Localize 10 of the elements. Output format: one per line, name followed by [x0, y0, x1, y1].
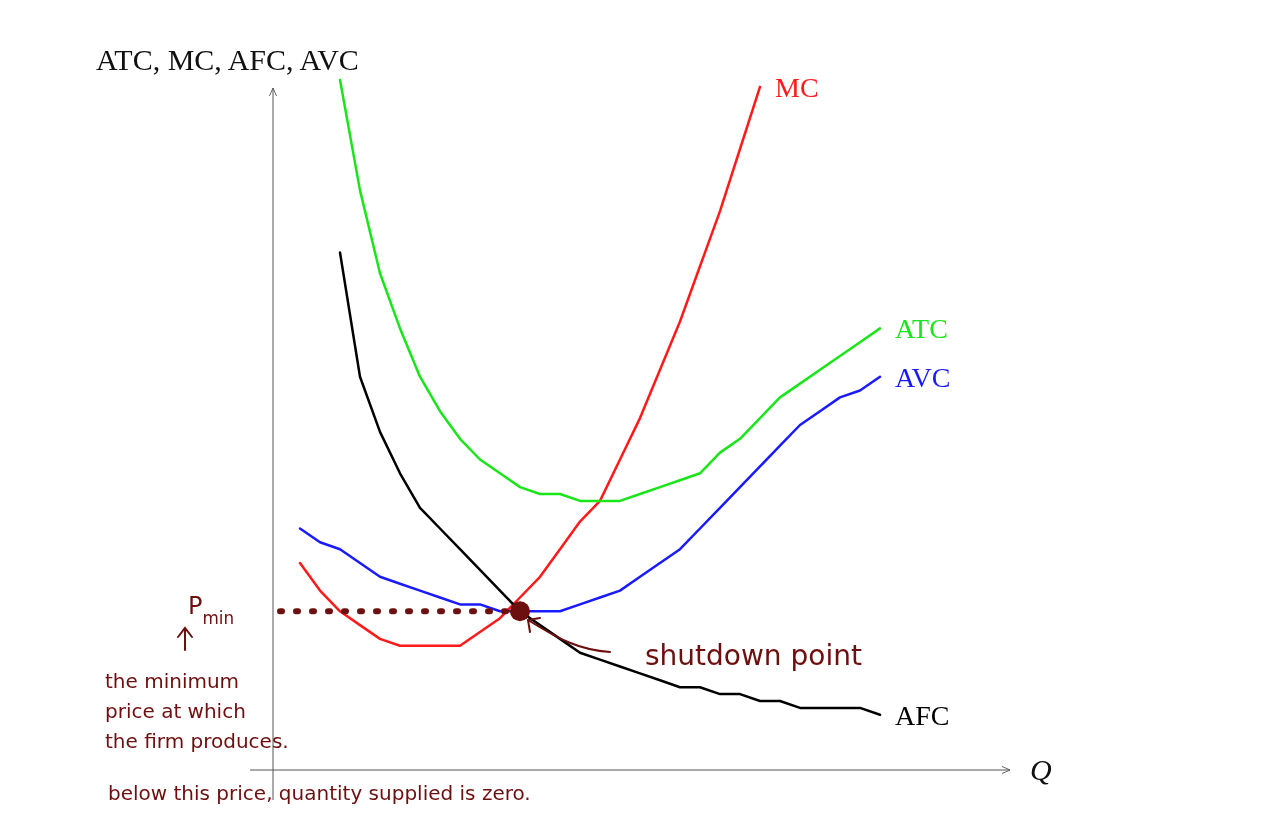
- series-label: AFC: [895, 699, 950, 731]
- series-label: ATC: [895, 313, 948, 345]
- x-axis-title: Q: [1030, 753, 1052, 786]
- annotation: the minimum price at which the firm produces.: [105, 669, 289, 753]
- y-axis-title: ATC, MC, AFC, AVC: [96, 43, 359, 76]
- series-label: AVC: [895, 361, 951, 393]
- text: below this price, quantity supplied is zero.: [108, 781, 531, 805]
- annotation: shutdown point: [645, 639, 862, 672]
- text: P$_{min}$: [188, 592, 235, 628]
- series-label: MC: [775, 71, 819, 103]
